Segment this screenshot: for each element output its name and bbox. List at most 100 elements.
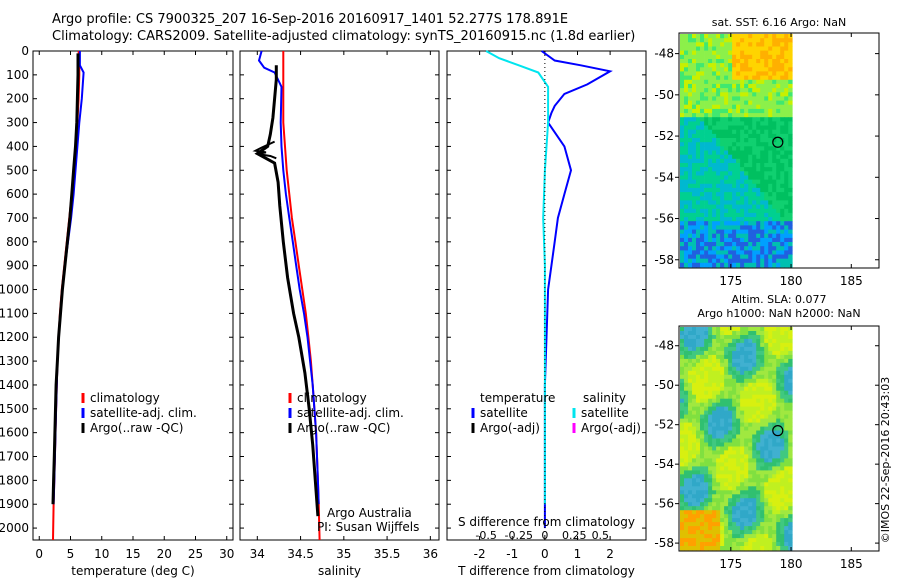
sla-map-cell [776,434,781,439]
sla-map-cell [748,506,753,511]
sla-map-cell [780,410,785,415]
sst-map-cell [696,129,701,135]
sst-map-cell [688,63,693,68]
sst-map-cell [724,133,729,139]
sla-map-cell [716,402,721,408]
sst-map-cell [696,229,701,235]
sst-map-cell [768,54,773,60]
sla-map-cell [732,335,737,340]
sla-map-cell [724,446,729,451]
sla-map-cell [764,446,769,451]
sst-map-cell [756,154,761,160]
sst-map-cell [692,237,697,243]
sst-map-cell [688,221,693,226]
sla-map-cell [680,462,685,467]
sst-map-cell [696,67,701,72]
sla-map-cell [716,454,721,459]
sst-map-cell [788,88,793,93]
sla-map-cell [776,490,781,495]
sst-map-cell [708,262,713,268]
sla-map-cell [716,410,721,415]
sla-map-cell [776,510,781,515]
sst-map-cell [744,196,749,201]
sst-map-cell [728,183,733,189]
sst-map-cell [700,225,705,230]
sla-map-cell [704,335,709,340]
sst-map-cell [736,204,741,210]
temperature-diff-legend-label: satellite [480,406,528,420]
sst-map-cell [752,92,757,97]
sst-map-cell [684,54,689,60]
sst-map-cell [720,38,725,43]
sla-map-cell [764,494,769,499]
sst-map-cell [720,167,725,172]
sla-map-cell [764,418,769,423]
sst-map-cell [704,92,709,97]
sst-map-cell [776,79,781,85]
sst-map-cell [692,183,697,189]
sst-map-cell [692,42,697,47]
sla-map-cell [716,446,721,451]
sla-map-cell [788,470,793,475]
sst-map-cell [740,146,745,151]
sla-map-cell [684,526,689,531]
sla-map-cell [768,414,773,419]
sla-map-cell [680,442,685,447]
sla-map-cell [700,454,705,459]
sst-map-cell [776,42,781,47]
sst-map-cell [768,233,773,239]
sst-map-cell [720,96,725,101]
sst-map-cell [744,71,749,76]
sla-map-cell [680,378,685,384]
sla-map-cell [748,354,753,360]
sst-map-cell [724,67,729,72]
sla-map-cell [768,327,773,332]
sst-map-cell [692,233,697,239]
sst-map-cell [732,138,737,143]
sst-map-cell [736,167,741,172]
sst-map-cell [692,92,697,97]
sst-map-cell [696,54,701,60]
sst-map-cell [740,171,745,176]
sst-map-cell [740,250,745,255]
sla-map-cell [780,486,785,491]
sla-map-cell [712,498,717,503]
sla-map-cell [736,366,741,372]
sla-map-cell [788,414,793,419]
depth-tick-label: 1900 [0,497,29,511]
sst-map-cell [776,233,781,239]
sst-map-cell [704,133,709,139]
sst-map-cell [748,50,753,56]
sla-map-cell [740,346,745,352]
sla-map-cell [780,494,785,499]
sst-map-cell [772,246,777,251]
sla-map-cell [788,454,793,459]
sst-map-cell [680,179,685,185]
sla-map-cell [740,442,745,447]
sla-map-cell [700,390,705,396]
sla-map-cell [700,358,705,364]
sst-map-cell [704,125,709,131]
sla-map-cell [688,386,693,392]
sla-map-cell [696,362,701,368]
sla-map-cell [756,386,761,392]
sla-map-cell [680,402,685,408]
sst-map-cell [732,171,737,176]
sla-map-cell [756,486,761,491]
sst-map-cell [760,92,765,97]
depth-tick-label: 1200 [0,330,29,344]
sst-map-cell [692,67,697,72]
sla-map-cell [768,482,773,487]
sla-map-cell [764,398,769,404]
sla-map-cell [764,331,769,336]
sst-map-cell [716,34,721,39]
difference-s-tick-label: 0.5 [592,529,610,542]
sst-map-cell [756,233,761,239]
sst-map-cell [724,113,729,118]
sla-map-cell [728,418,733,423]
sst-map-cell [704,163,709,168]
sla-map-cell [684,331,689,336]
sst-map-lat-label: -48 [654,47,674,61]
sst-map-cell [704,250,709,255]
sst-map-cell [688,129,693,135]
